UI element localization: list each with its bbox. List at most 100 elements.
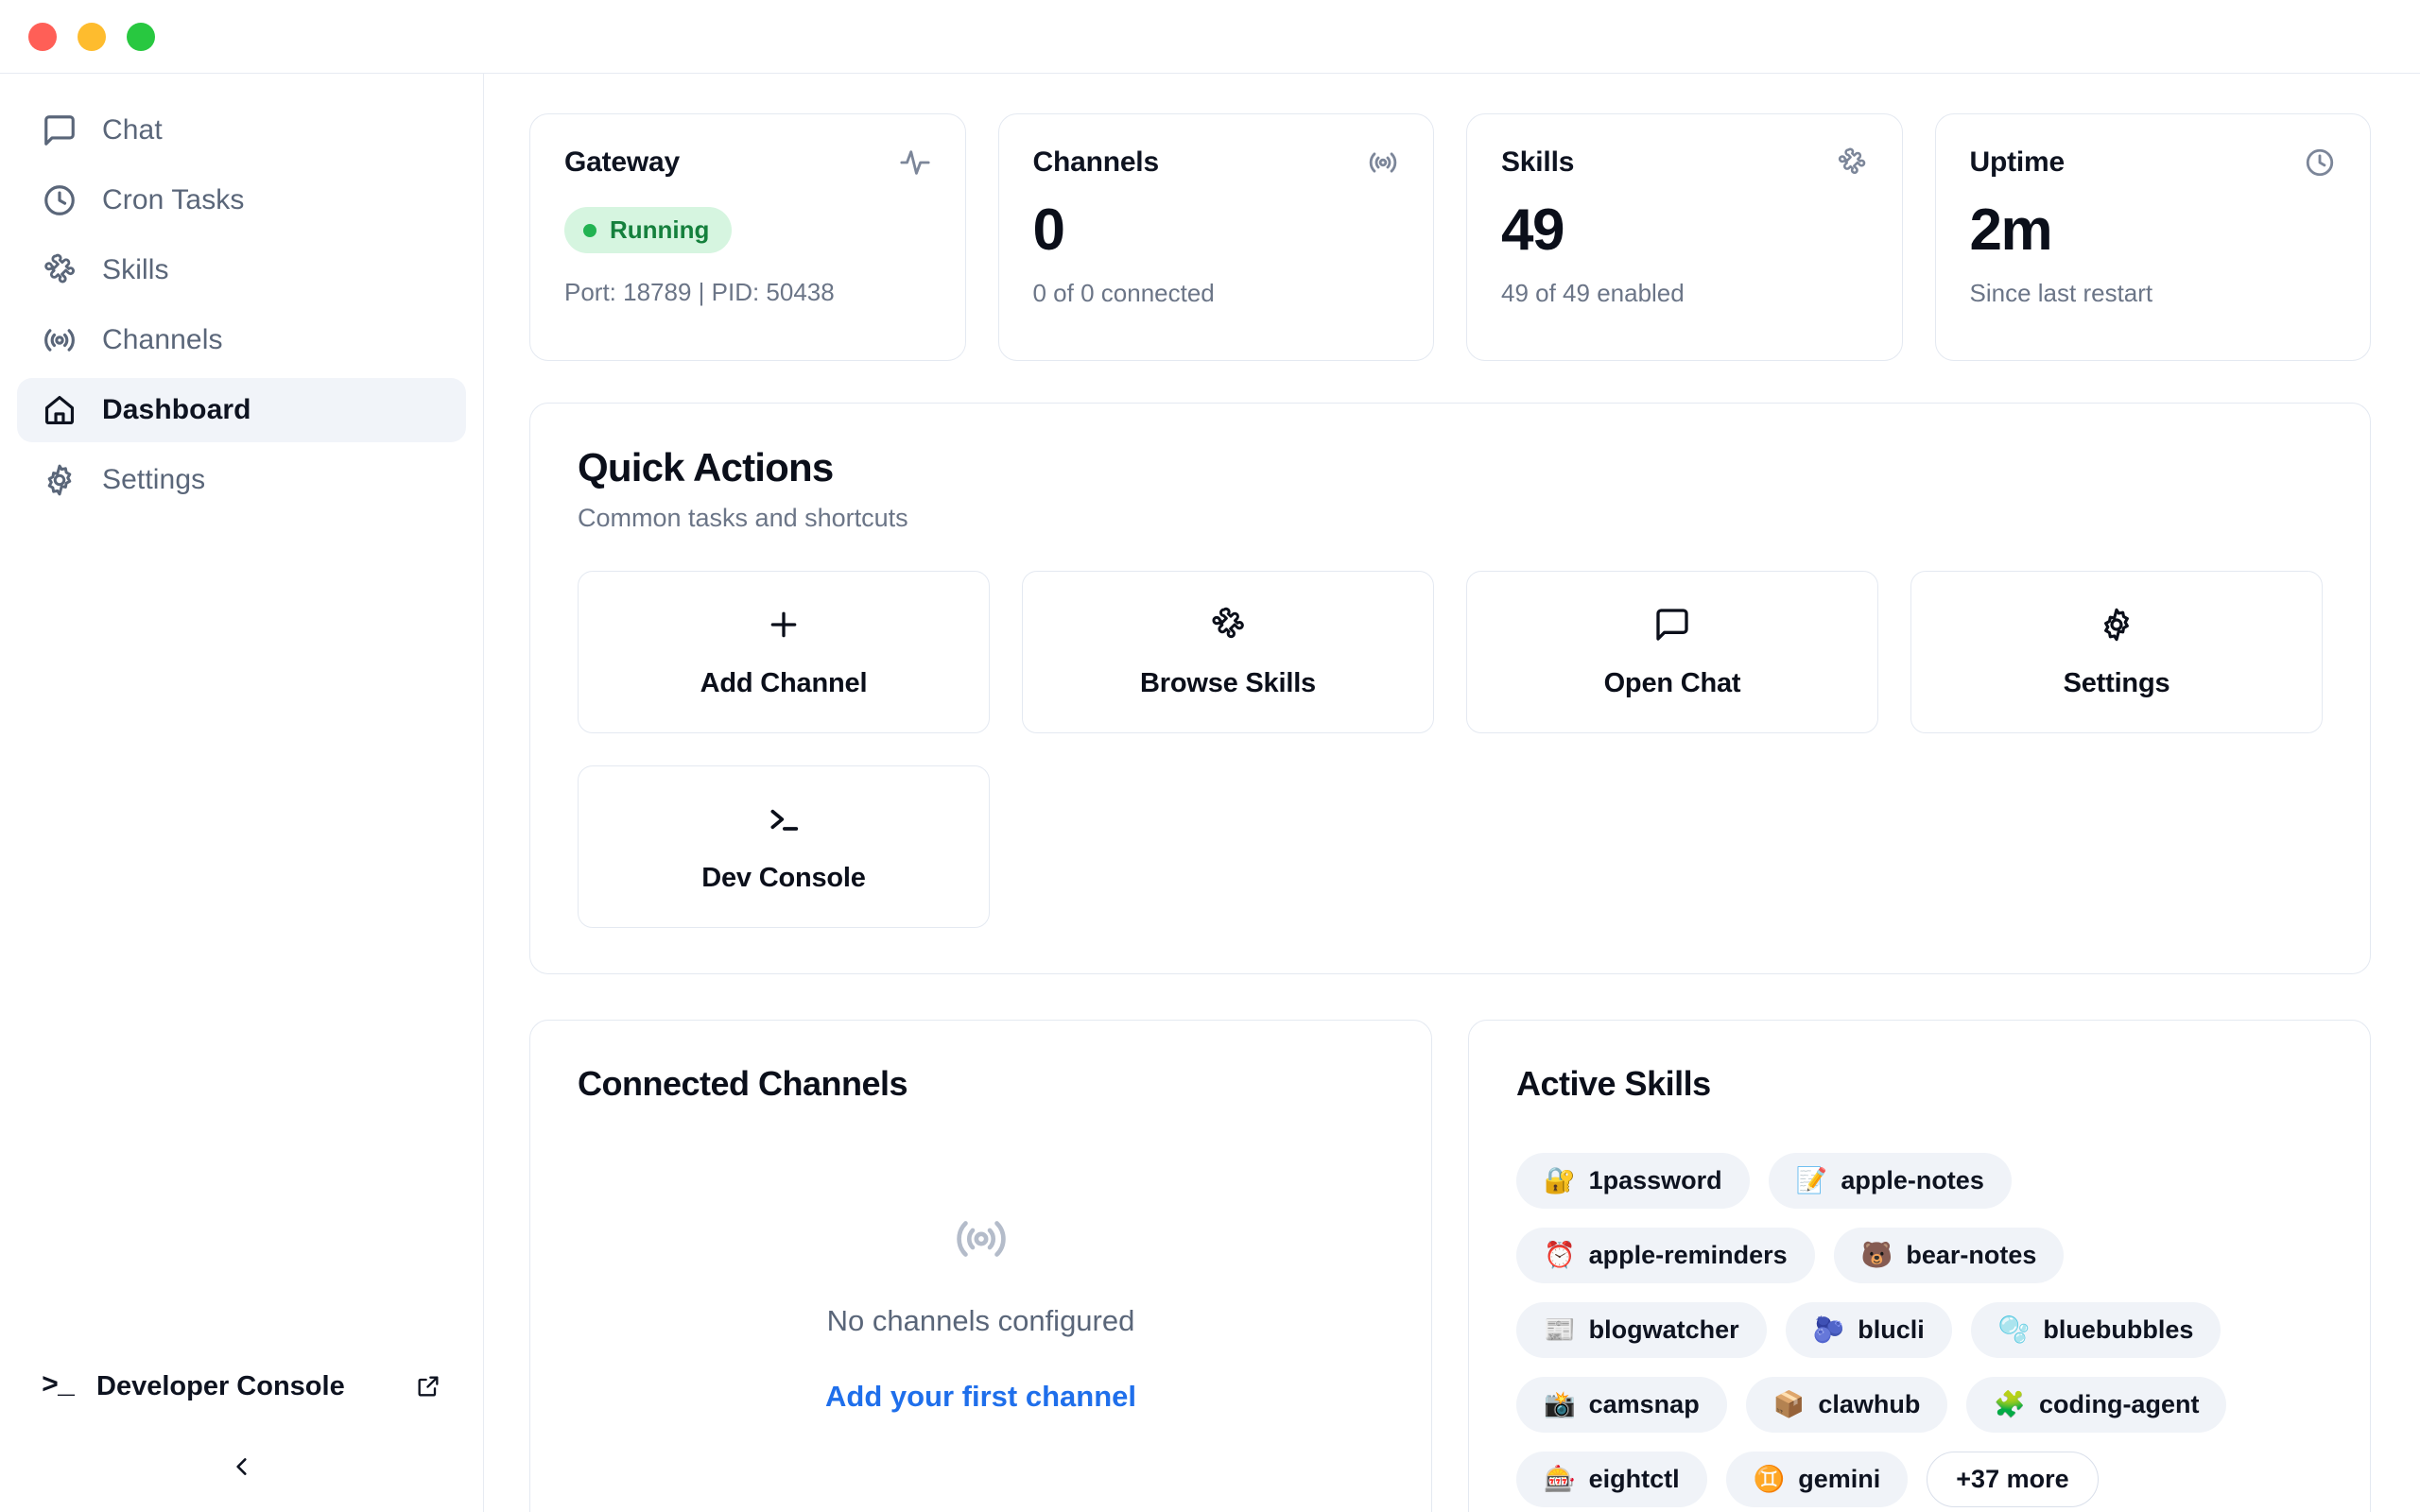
page-title: Quick Actions — [578, 445, 834, 490]
status-badge: Running — [564, 207, 733, 253]
stat-card-header: Gateway — [564, 146, 931, 179]
skill-chip[interactable]: 🫐 blucli — [1785, 1302, 1952, 1358]
stat-card-value: 0 — [1032, 198, 1065, 263]
minimize-button[interactable] — [78, 22, 106, 51]
stat-card-subtext: Since last restart — [1969, 279, 2153, 307]
stat-card-value: 2m — [1969, 198, 2053, 263]
stat-card-title: Skills — [1501, 146, 1575, 178]
skill-chip[interactable]: 🐻 bear-notes — [1833, 1228, 2065, 1283]
sidebar-item-settings[interactable]: Settings — [17, 448, 466, 512]
skill-chip-label: blucli — [1858, 1315, 1925, 1344]
add-channel-button[interactable]: Add Channel — [578, 571, 990, 733]
skill-chip[interactable]: 📸 camsnap — [1516, 1377, 1727, 1433]
home-icon — [42, 392, 78, 428]
broadcast-icon — [42, 322, 78, 358]
close-button[interactable] — [28, 22, 57, 51]
chat-icon — [42, 112, 78, 148]
stat-card-skills: Skills 49 49 of 49 enabled — [1466, 113, 1903, 361]
activity-icon — [899, 146, 931, 179]
more-skills-chip[interactable]: +37 more — [1927, 1452, 2099, 1507]
skill-chip[interactable]: 🔐 1password — [1516, 1153, 1750, 1209]
main-content: Gateway Running Port: 18789 | PID: 50438… — [484, 74, 2420, 1512]
sidebar-item-label: Settings — [102, 464, 206, 495]
zoom-button[interactable] — [127, 22, 155, 51]
active-skills-panel: Active Skills 🔐 1password 📝 apple-notes … — [1468, 1020, 2371, 1512]
external-link-icon — [415, 1373, 441, 1400]
active-skills-title: Active Skills — [1516, 1064, 1711, 1103]
stat-card-subtext: 49 of 49 enabled — [1501, 279, 1685, 307]
skill-emoji-icon: 📰 — [1544, 1315, 1576, 1344]
chat-icon — [1653, 606, 1691, 644]
quick-actions-panel: Quick Actions Common tasks and shortcuts… — [529, 403, 2371, 974]
quick-action-label: Settings — [2063, 667, 2170, 698]
quick-action-label: Open Chat — [1603, 667, 1741, 698]
status-dot-icon — [583, 223, 596, 237]
skill-chip[interactable]: 🎰 eightctl — [1516, 1452, 1707, 1507]
stat-card-header: Skills — [1501, 146, 1868, 179]
skill-chip-label: bluebubbles — [2043, 1315, 2194, 1344]
connected-channels-title: Connected Channels — [578, 1064, 908, 1103]
skill-chip[interactable]: ♊️ gemini — [1725, 1452, 1909, 1507]
skill-chip[interactable]: ⏰ apple-reminders — [1516, 1228, 1815, 1283]
stat-card-gateway: Gateway Running Port: 18789 | PID: 50438 — [529, 113, 966, 361]
skill-emoji-icon: 🫐 — [1812, 1315, 1845, 1344]
open-chat-button[interactable]: Open Chat — [1466, 571, 1878, 733]
sidebar-item-label: Chat — [102, 114, 163, 146]
active-skills-chip-list: 🔐 1password 📝 apple-notes ⏰ apple-remind… — [1516, 1153, 2323, 1507]
quick-actions-subtitle: Common tasks and shortcuts — [578, 504, 908, 532]
sidebar-item-label: Skills — [102, 254, 169, 285]
status-badge-label: Running — [610, 215, 710, 244]
sidebar-item-channels[interactable]: Channels — [17, 308, 466, 372]
sidebar: Chat Cron Tasks Skills — [0, 74, 484, 1512]
skill-chip[interactable]: 📦 clawhub — [1745, 1377, 1948, 1433]
connected-channels-panel: Connected Channels No channels configure… — [529, 1020, 1432, 1512]
gear-icon — [2098, 606, 2135, 644]
add-first-channel-link[interactable]: Add your first channel — [825, 1380, 1136, 1413]
puzzle-icon — [1836, 146, 1868, 179]
stat-card-value: 49 — [1501, 198, 1564, 263]
stat-cards: Gateway Running Port: 18789 | PID: 50438… — [529, 113, 2371, 361]
broadcast-icon — [952, 1210, 1011, 1268]
stat-card-subtext: 0 of 0 connected — [1032, 279, 1215, 307]
window-controls — [28, 22, 155, 51]
puzzle-icon — [1209, 606, 1247, 644]
skill-chip-label: apple-reminders — [1588, 1241, 1788, 1269]
skill-emoji-icon: 🔐 — [1544, 1166, 1576, 1194]
broadcast-icon — [1367, 146, 1399, 179]
stat-card-subtext: Port: 18789 | PID: 50438 — [564, 278, 835, 306]
skill-chip-label: apple-notes — [1841, 1166, 1984, 1194]
skill-chip-label: blogwatcher — [1588, 1315, 1739, 1344]
sidebar-item-label: Cron Tasks — [102, 184, 245, 215]
skill-emoji-icon: 📦 — [1772, 1390, 1806, 1418]
skill-chip-label: 1password — [1588, 1166, 1722, 1194]
terminal-icon: >_ — [42, 1370, 75, 1402]
stat-card-channels: Channels 0 0 of 0 connected — [997, 113, 1434, 361]
skill-chip[interactable]: 🫧 bluebubbles — [1970, 1302, 2221, 1358]
bottom-panels: Connected Channels No channels configure… — [529, 1020, 2371, 1512]
puzzle-icon — [42, 252, 78, 288]
quick-action-label: Add Channel — [700, 667, 868, 698]
skill-emoji-icon: 📝 — [1795, 1166, 1828, 1194]
skill-chip[interactable]: 📰 blogwatcher — [1516, 1302, 1767, 1358]
skill-chip-label: bear-notes — [1906, 1241, 2037, 1269]
settings-button[interactable]: Settings — [1910, 571, 2323, 733]
skill-chip[interactable]: 🧩 coding-agent — [1966, 1377, 2227, 1433]
sidebar-item-skills[interactable]: Skills — [17, 238, 466, 302]
stat-card-uptime: Uptime 2m Since last restart — [1934, 113, 2371, 361]
window-body: Chat Cron Tasks Skills — [0, 74, 2420, 1512]
sidebar-item-dashboard[interactable]: Dashboard — [17, 378, 466, 442]
developer-console-button[interactable]: >_ Developer Console — [17, 1351, 466, 1421]
sidebar-item-cron-tasks[interactable]: Cron Tasks — [17, 168, 466, 232]
empty-state-text: No channels configured — [826, 1304, 1135, 1337]
skill-chip-label: gemini — [1798, 1465, 1881, 1493]
sidebar-item-label: Channels — [102, 324, 223, 355]
chevron-left-icon[interactable] — [216, 1440, 268, 1493]
skill-chip[interactable]: 📝 apple-notes — [1768, 1153, 2012, 1209]
stat-card-header: Uptime — [1970, 146, 2337, 179]
browse-skills-button[interactable]: Browse Skills — [1022, 571, 1434, 733]
dev-console-button[interactable]: Dev Console — [578, 765, 990, 928]
quick-action-label: Dev Console — [701, 862, 866, 893]
skill-emoji-icon: 🫧 — [1997, 1315, 2031, 1344]
sidebar-item-chat[interactable]: Chat — [17, 98, 466, 163]
skill-emoji-icon: 🎰 — [1544, 1465, 1576, 1493]
